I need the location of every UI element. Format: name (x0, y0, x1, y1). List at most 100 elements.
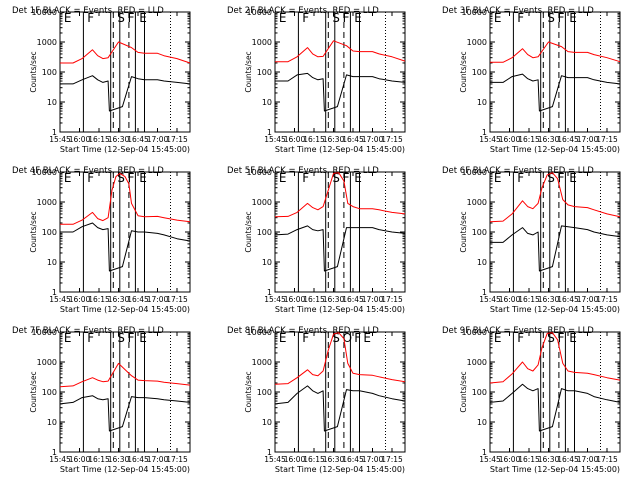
y-tick-label: 10 (47, 258, 57, 267)
x-tick-label: 16:45 (557, 455, 579, 464)
x-axis-label: Start Time (12-Sep-04 15:45:00) (60, 465, 190, 474)
phase-letter: E (64, 11, 72, 25)
y-tick-label: 10 (262, 98, 272, 107)
y-tick-label: 1 (52, 288, 57, 297)
x-axis-label: Start Time (12-Sep-04 15:45:00) (60, 305, 190, 314)
panel-title: Det 1F BLACK = Events, RED = LLD (12, 6, 164, 16)
x-tick-label: 16:30 (538, 135, 560, 144)
phase-letter: E (494, 171, 502, 185)
phase-letter: E (279, 11, 287, 25)
y-tick-label: 100 (257, 68, 272, 77)
series-line-lld (489, 332, 621, 384)
phase-letter: E (354, 11, 362, 25)
series-line-lld (59, 362, 191, 388)
x-tick-label: 16:15 (518, 295, 540, 304)
x-tick-label: 16:15 (88, 455, 110, 464)
y-tick-label: 10 (477, 98, 487, 107)
x-tick-label: 15:45 (49, 455, 71, 464)
x-tick-label: 16:00 (499, 135, 521, 144)
panel-title: Det 7F BLACK = Events, RED = LLD (12, 326, 164, 336)
x-axis-label: Start Time (12-Sep-04 15:45:00) (275, 145, 405, 154)
x-tick-label: 16:00 (69, 455, 91, 464)
y-tick-label: 1 (482, 288, 487, 297)
phase-letter: S (332, 331, 340, 345)
y-tick-label: 10000 (462, 168, 487, 177)
phase-letter: F (302, 171, 309, 185)
series-line-events (274, 385, 406, 432)
x-tick-label: 16:45 (557, 135, 579, 144)
y-tick-label: 10 (47, 418, 57, 427)
x-tick-label: 15:45 (49, 295, 71, 304)
series-line-lld (60, 41, 191, 64)
x-axis-label: Start Time (12-Sep-04 15:45:00) (490, 145, 620, 154)
phase-letter: F (558, 171, 565, 185)
phase-letter: E (279, 331, 287, 345)
phase-letter: E (279, 171, 287, 185)
series-line-events (60, 75, 191, 112)
y-tick-label: 1000 (37, 38, 57, 47)
x-tick-label: 17:15 (166, 135, 188, 144)
x-tick-label: 17:00 (577, 295, 599, 304)
series-line-lld (274, 172, 406, 218)
y-tick-label: 1000 (252, 198, 272, 207)
x-tick-label: 17:00 (147, 455, 169, 464)
x-tick-label: 17:15 (596, 455, 618, 464)
y-tick-label: 1000 (252, 358, 272, 367)
y-tick-label: 10000 (462, 8, 487, 17)
y-tick-label: 10 (477, 418, 487, 427)
phase-letter: E (64, 171, 72, 185)
x-tick-label: 16:45 (127, 455, 149, 464)
y-tick-label: 1000 (467, 358, 487, 367)
panel-title: Det 4F BLACK = Events, RED = LLD (12, 166, 164, 176)
phase-letter: E (354, 171, 362, 185)
phase-letter: E (569, 171, 577, 185)
x-axis-label: Start Time (12-Sep-04 15:45:00) (490, 305, 620, 314)
x-tick-label: 16:30 (538, 295, 560, 304)
phase-letter: E (569, 11, 577, 25)
y-tick-label: 10 (47, 98, 57, 107)
x-tick-label: 16:45 (127, 295, 149, 304)
phase-letter: S (547, 331, 555, 345)
panel-title: Det 3F BLACK = Events, RED = LLD (442, 6, 594, 16)
y-tick-label: 10000 (32, 328, 57, 337)
x-axis-label: Start Time (12-Sep-04 15:45:00) (275, 305, 405, 314)
phase-letter: F (302, 11, 309, 25)
x-tick-label: 16:00 (284, 295, 306, 304)
phase-letter: S (117, 331, 125, 345)
phase-letter: E (139, 171, 147, 185)
series-line-events (490, 73, 621, 112)
x-tick-label: 17:00 (362, 135, 384, 144)
y-tick-label: 10000 (247, 8, 272, 17)
phase-letter: F (343, 171, 350, 185)
x-tick-label: 17:00 (577, 135, 599, 144)
phase-letter: F (558, 331, 565, 345)
y-axis-label: Counts/sec (244, 371, 253, 412)
y-axis-label: Counts/sec (29, 51, 38, 92)
y-axis-label: Counts/sec (29, 211, 38, 252)
y-tick-label: 10 (262, 418, 272, 427)
phase-letter: S (332, 171, 340, 185)
phase-letter: E (494, 11, 502, 25)
phase-letter: F (128, 171, 135, 185)
y-tick-label: 1000 (252, 38, 272, 47)
panel-title: Det 9F BLACK = Events, RED = LLD (442, 326, 594, 336)
phase-letter: F (517, 11, 524, 25)
x-tick-label: 16:45 (342, 135, 364, 144)
x-tick-label: 16:45 (127, 135, 149, 144)
y-tick-label: 10000 (462, 328, 487, 337)
x-tick-label: 17:15 (381, 455, 403, 464)
series-line-lld (274, 332, 406, 385)
x-tick-label: 16:00 (499, 295, 521, 304)
y-axis-label: Counts/sec (459, 371, 468, 412)
phase-letter: F (354, 331, 361, 345)
y-tick-label: 100 (257, 388, 272, 397)
x-tick-label: 17:15 (596, 295, 618, 304)
y-tick-label: 10 (262, 258, 272, 267)
phase-letter: F (517, 171, 524, 185)
series-line-lld (490, 41, 621, 63)
y-axis-label: Counts/sec (244, 51, 253, 92)
